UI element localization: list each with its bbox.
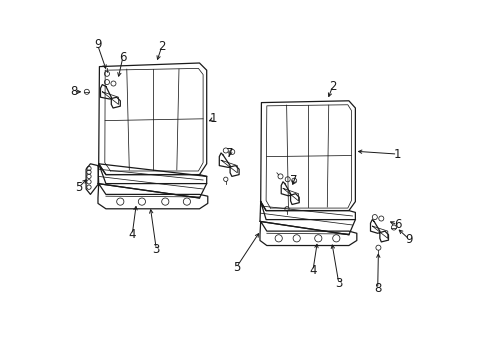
Text: 1: 1 (393, 148, 401, 161)
Text: 4: 4 (128, 228, 136, 241)
Text: 2: 2 (328, 80, 336, 93)
Text: 5: 5 (75, 181, 82, 194)
Text: 3: 3 (334, 277, 342, 290)
Text: 3: 3 (152, 243, 160, 256)
Text: 7: 7 (226, 147, 233, 159)
Text: 4: 4 (308, 264, 316, 277)
Text: 2: 2 (158, 40, 165, 53)
Text: 8: 8 (373, 282, 381, 295)
Text: 1: 1 (210, 112, 217, 125)
Text: 6: 6 (119, 51, 126, 64)
Text: 6: 6 (393, 219, 401, 231)
Text: 8: 8 (70, 85, 77, 98)
Text: 9: 9 (405, 233, 412, 246)
Text: 5: 5 (232, 261, 240, 274)
Text: 7: 7 (290, 174, 297, 187)
Text: 9: 9 (94, 39, 101, 51)
